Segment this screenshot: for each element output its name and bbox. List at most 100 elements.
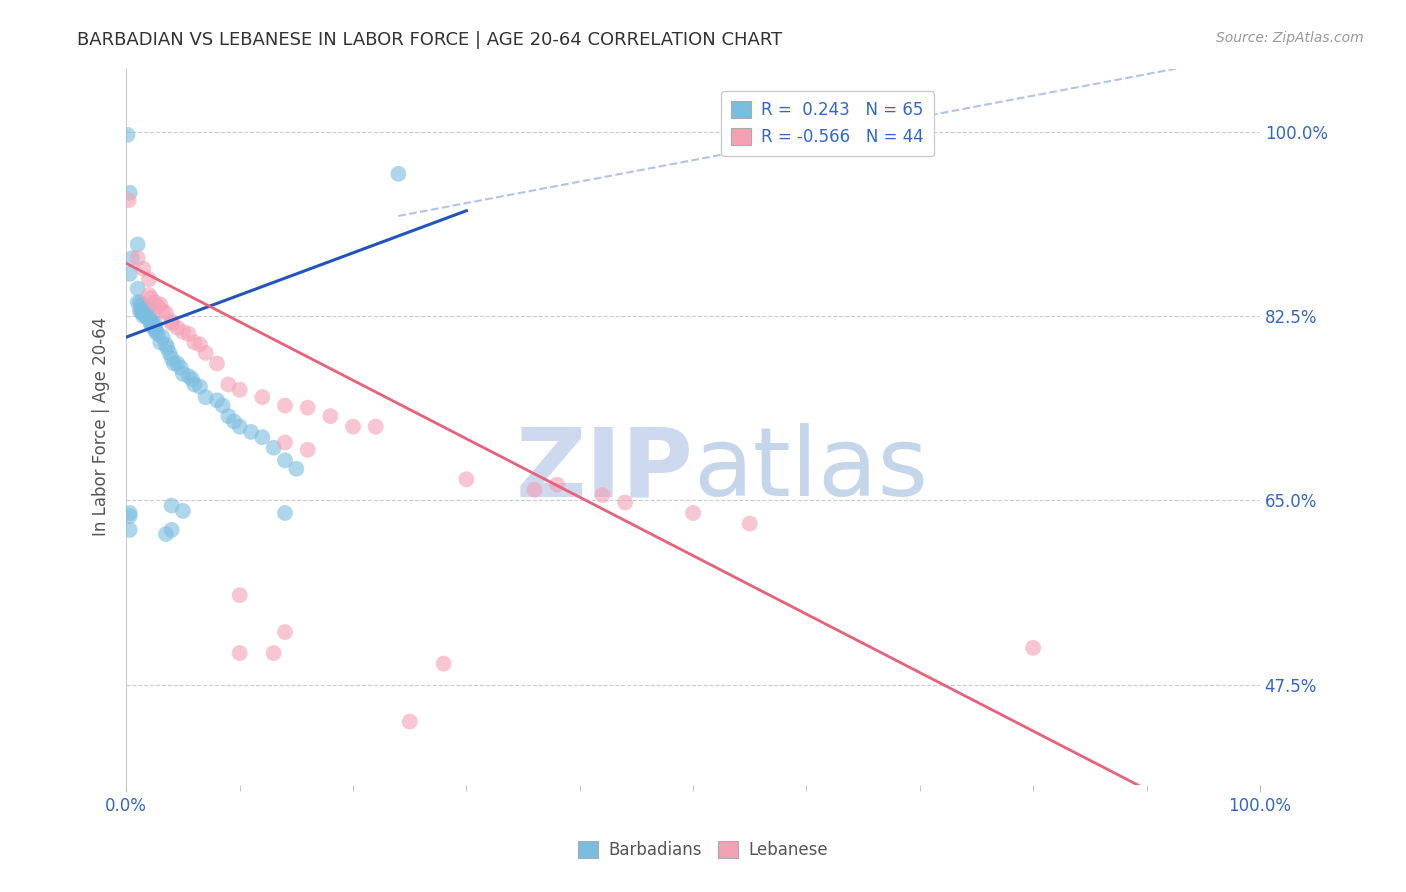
Point — [155, 337, 177, 351]
Point — [274, 399, 297, 413]
Point — [217, 377, 239, 392]
Point — [614, 495, 637, 509]
Point — [129, 303, 152, 318]
Point — [127, 295, 149, 310]
Point — [149, 297, 172, 311]
Point — [155, 527, 177, 541]
Point — [228, 588, 250, 602]
Point — [170, 360, 193, 375]
Point — [141, 314, 163, 328]
Point — [319, 409, 342, 423]
Point — [132, 303, 155, 318]
Point — [205, 393, 228, 408]
Point — [188, 379, 211, 393]
Point — [398, 714, 420, 729]
Point — [183, 335, 205, 350]
Point — [143, 295, 166, 310]
Point — [166, 356, 188, 370]
Point — [183, 377, 205, 392]
Point — [228, 646, 250, 660]
Point — [263, 646, 285, 660]
Point — [135, 310, 157, 324]
Point — [129, 303, 152, 318]
Point — [152, 330, 174, 344]
Text: atlas: atlas — [693, 423, 928, 516]
Point — [149, 335, 172, 350]
Point — [141, 291, 163, 305]
Point — [177, 326, 200, 341]
Point — [155, 306, 177, 320]
Point — [160, 499, 183, 513]
Point — [274, 453, 297, 467]
Point — [157, 346, 180, 360]
Point — [172, 367, 194, 381]
Point — [160, 351, 183, 366]
Point — [342, 419, 364, 434]
Point — [117, 193, 139, 207]
Point — [228, 383, 250, 397]
Point — [145, 325, 167, 339]
Point — [205, 356, 228, 370]
Point — [143, 319, 166, 334]
Point — [118, 506, 141, 520]
Point — [188, 337, 211, 351]
Point — [127, 282, 149, 296]
Point — [160, 523, 183, 537]
Text: Source: ZipAtlas.com: Source: ZipAtlas.com — [1216, 31, 1364, 45]
Point — [456, 472, 478, 486]
Point — [138, 272, 160, 286]
Point — [156, 341, 179, 355]
Point — [118, 267, 141, 281]
Point — [134, 301, 156, 316]
Point — [181, 372, 204, 386]
Point — [433, 657, 456, 671]
Point — [297, 401, 319, 415]
Point — [142, 320, 165, 334]
Point — [228, 419, 250, 434]
Point — [146, 326, 169, 341]
Point — [285, 462, 308, 476]
Point — [252, 390, 274, 404]
Legend: R =  0.243   N = 65, R = -0.566   N = 44: R = 0.243 N = 65, R = -0.566 N = 44 — [721, 91, 934, 156]
Point — [177, 369, 200, 384]
Point — [546, 477, 568, 491]
Point — [138, 288, 160, 302]
Point — [136, 301, 159, 316]
Point — [131, 306, 153, 320]
Point — [145, 323, 167, 337]
Point — [364, 419, 387, 434]
Point — [1022, 640, 1045, 655]
Point — [194, 346, 217, 360]
Point — [146, 300, 169, 314]
Point — [274, 625, 297, 640]
Text: ZIP: ZIP — [515, 423, 693, 516]
Point — [682, 506, 704, 520]
Point — [160, 314, 183, 328]
Point — [217, 409, 239, 423]
Point — [127, 237, 149, 252]
Point — [152, 303, 174, 318]
Point — [591, 488, 613, 502]
Point — [141, 318, 163, 333]
Point — [129, 295, 152, 310]
Point — [129, 298, 152, 312]
Point — [252, 430, 274, 444]
Point — [172, 325, 194, 339]
Point — [127, 251, 149, 265]
Point — [132, 261, 155, 276]
Point — [194, 390, 217, 404]
Point — [222, 414, 245, 428]
Point — [240, 425, 263, 439]
Legend: Barbadians, Lebanese: Barbadians, Lebanese — [571, 834, 835, 866]
Point — [387, 167, 409, 181]
Text: BARBADIAN VS LEBANESE IN LABOR FORCE | AGE 20-64 CORRELATION CHART: BARBADIAN VS LEBANESE IN LABOR FORCE | A… — [77, 31, 783, 49]
Point — [139, 314, 162, 328]
Point — [274, 506, 297, 520]
Point — [117, 128, 139, 142]
Point — [121, 251, 143, 265]
Point — [143, 317, 166, 331]
Point — [134, 306, 156, 320]
Point — [138, 308, 160, 322]
Point — [118, 186, 141, 200]
Point — [523, 483, 546, 497]
